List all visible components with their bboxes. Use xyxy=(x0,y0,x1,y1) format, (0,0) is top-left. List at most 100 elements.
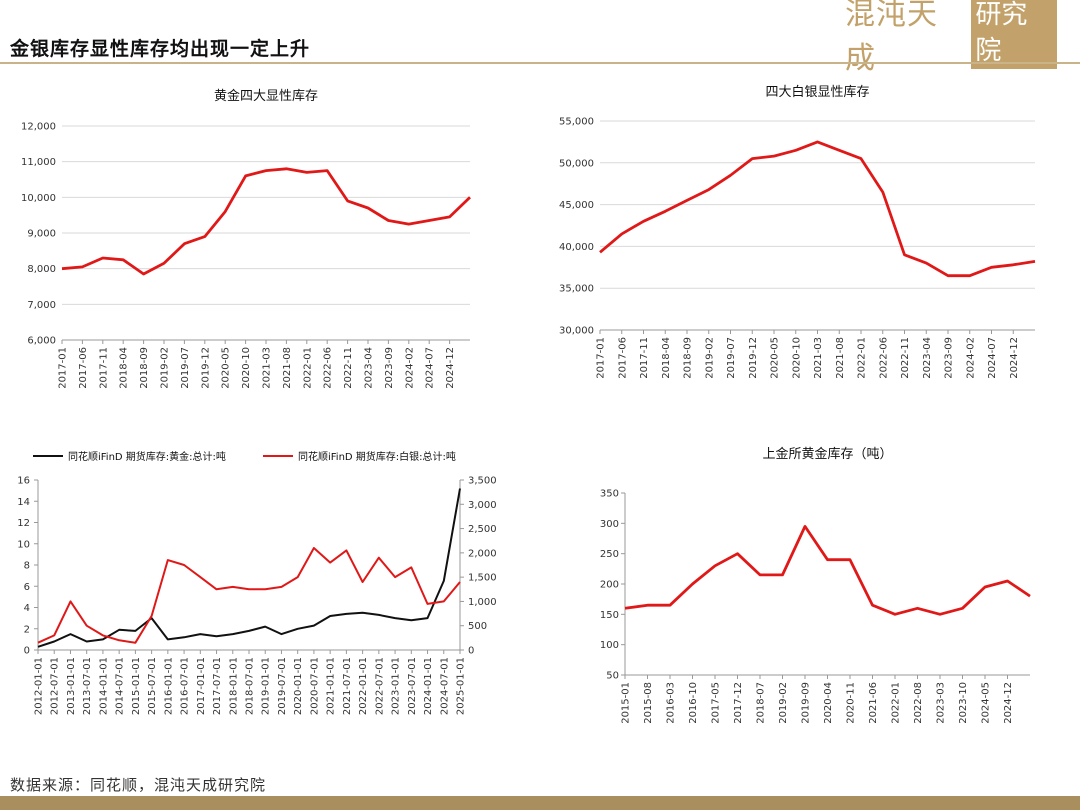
x-tick-label: 2015-07-01 xyxy=(147,657,158,715)
legend-label: 同花顺iFinD 期货库存:白银:总计:吨 xyxy=(298,450,456,463)
y-tick-label: 12,000 xyxy=(21,122,56,133)
x-tick-label: 2019-02 xyxy=(704,337,715,379)
x-tick-label: 2018-04 xyxy=(119,347,130,389)
x-tick-label: 2023-03 xyxy=(936,682,947,724)
y-tick-label: 250 xyxy=(600,549,619,560)
y-left-tick-label: 8 xyxy=(24,561,30,572)
page-title: 金银库存显性库存均出现一定上升 xyxy=(10,38,311,60)
x-tick-label: 2019-07 xyxy=(726,337,737,379)
x-tick-label: 2017-07-01 xyxy=(212,657,223,715)
x-tick-label: 2021-03 xyxy=(262,347,273,389)
x-tick-label: 2023-01-01 xyxy=(391,657,402,715)
x-tick-label: 2022-07-01 xyxy=(374,657,385,715)
x-tick-label: 2022-08 xyxy=(913,682,924,724)
y-tick-label: 50 xyxy=(606,671,619,682)
x-tick-label: 2018-09 xyxy=(683,337,694,379)
series-line xyxy=(61,167,471,276)
y-left-tick-label: 10 xyxy=(17,539,30,550)
x-tick-label: 2016-10 xyxy=(688,682,699,724)
source-note: 数据来源：同花顺，混沌天成研究院 xyxy=(10,776,267,794)
x-tick-label: 2022-01 xyxy=(891,682,902,724)
x-tick-label: 2023-04 xyxy=(922,337,933,379)
y-tick-label: 35,000 xyxy=(559,284,594,295)
y-right-tick-label: 1,000 xyxy=(468,597,497,608)
x-tick-label: 2018-07-01 xyxy=(245,657,256,715)
x-tick-label: 2019-01-01 xyxy=(261,657,272,715)
chart-gold-four-inventory: 黄金四大显性库存 6,000 7,000 8,000 9,000 10,000 11,000… xyxy=(21,88,471,389)
chart-title: 黄金四大显性库存 xyxy=(214,88,318,104)
x-tick-label: 2017-12 xyxy=(733,682,744,724)
x-tick-label: 2019-09 xyxy=(801,682,812,724)
x-tick-label: 2021-06 xyxy=(868,682,879,724)
y-tick-label: 200 xyxy=(600,580,619,591)
x-tick-label: 2016-07-01 xyxy=(180,657,191,715)
y-tick-label: 8,000 xyxy=(27,264,56,275)
x-tick-label: 2020-04 xyxy=(823,682,834,724)
x-tick-label: 2024-02 xyxy=(404,347,415,389)
brand-logo: 混沌天成 研究院 xyxy=(845,0,1057,76)
chart-title: 四大白银显性库存 xyxy=(765,84,869,100)
x-tick-label: 2020-10 xyxy=(791,337,802,379)
x-tick-label: 2012-01-01 xyxy=(34,657,45,715)
x-tick-label: 2019-12 xyxy=(200,347,211,389)
x-tick-label: 2020-05 xyxy=(770,337,781,379)
x-tick-label: 2022-11 xyxy=(900,337,911,379)
y-right-tick-label: 3,500 xyxy=(468,476,497,487)
x-tick-label: 2023-04 xyxy=(364,347,375,389)
y-left-tick-label: 4 xyxy=(24,603,30,614)
chart-sge-gold-inventory: 上金所黄金库存（吨） 50 100 150 200 250 300 350 2015-01 201… xyxy=(600,446,1031,724)
header-divider xyxy=(0,62,1080,64)
y-tick-label: 7,000 xyxy=(27,300,56,311)
y-tick-label: 30,000 xyxy=(559,326,594,337)
x-tick-label: 2012-07-01 xyxy=(50,657,61,715)
x-tick-label: 2019-12 xyxy=(748,337,759,379)
y-right-tick-label: 500 xyxy=(468,621,487,632)
x-tick-label: 2019-07-01 xyxy=(277,657,288,715)
x-tick-label: 2014-07-01 xyxy=(115,657,126,715)
y-tick-label: 45,000 xyxy=(559,200,594,211)
x-tick-label: 2020-07-01 xyxy=(309,657,320,715)
y-tick-label: 10,000 xyxy=(21,193,56,204)
logo-boxed-text: 研究院 xyxy=(971,0,1057,69)
y-tick-label: 350 xyxy=(600,489,619,500)
x-tick-label: 2023-09 xyxy=(384,347,395,389)
x-tick-label: 2022-01 xyxy=(857,337,868,379)
x-tick-label: 2013-07-01 xyxy=(82,657,93,715)
x-tick-label: 2020-01-01 xyxy=(293,657,304,715)
y-right-tick-label: 2,500 xyxy=(468,524,497,535)
x-tick-label: 2015-01 xyxy=(621,682,632,724)
x-tick-label: 2013-01-01 xyxy=(66,657,77,715)
x-tick-label: 2024-05 xyxy=(981,682,992,724)
series-line xyxy=(37,547,461,644)
y-left-tick-label: 16 xyxy=(17,476,30,487)
series-line xyxy=(599,140,1036,278)
x-tick-label: 2024-07-01 xyxy=(439,657,450,715)
x-tick-label: 2017-05 xyxy=(711,682,722,724)
x-tick-label: 2020-11 xyxy=(846,682,857,724)
y-left-tick-label: 0 xyxy=(24,646,30,657)
series-line xyxy=(624,525,1031,616)
x-tick-label: 2021-03 xyxy=(813,337,824,379)
x-tick-label: 2017-01 xyxy=(596,337,607,379)
x-tick-label: 2019-07 xyxy=(180,347,191,389)
y-right-tick-label: 2,000 xyxy=(468,548,497,559)
y-tick-label: 11,000 xyxy=(21,157,56,168)
x-tick-label: 2017-06 xyxy=(78,347,89,389)
x-tick-label: 2016-03 xyxy=(666,682,677,724)
y-tick-label: 300 xyxy=(600,519,619,530)
x-tick-label: 2014-01-01 xyxy=(98,657,109,715)
legend-label: 同花顺iFinD 期货库存:黄金:总计:吨 xyxy=(68,450,226,463)
y-tick-label: 150 xyxy=(600,610,619,621)
y-right-tick-label: 1,500 xyxy=(468,573,497,584)
x-tick-label: 2019-02 xyxy=(778,682,789,724)
x-tick-label: 2018-09 xyxy=(139,347,150,389)
x-tick-label: 2017-11 xyxy=(98,347,109,389)
y-left-tick-label: 12 xyxy=(17,518,30,529)
y-left-tick-label: 6 xyxy=(24,582,30,593)
x-tick-label: 2017-01 xyxy=(58,347,69,389)
x-tick-label: 2018-01-01 xyxy=(228,657,239,715)
x-tick-label: 2024-02 xyxy=(965,337,976,379)
x-tick-label: 2015-01-01 xyxy=(131,657,142,715)
x-tick-label: 2016-01-01 xyxy=(163,657,174,715)
x-tick-label: 2021-08 xyxy=(835,337,846,379)
